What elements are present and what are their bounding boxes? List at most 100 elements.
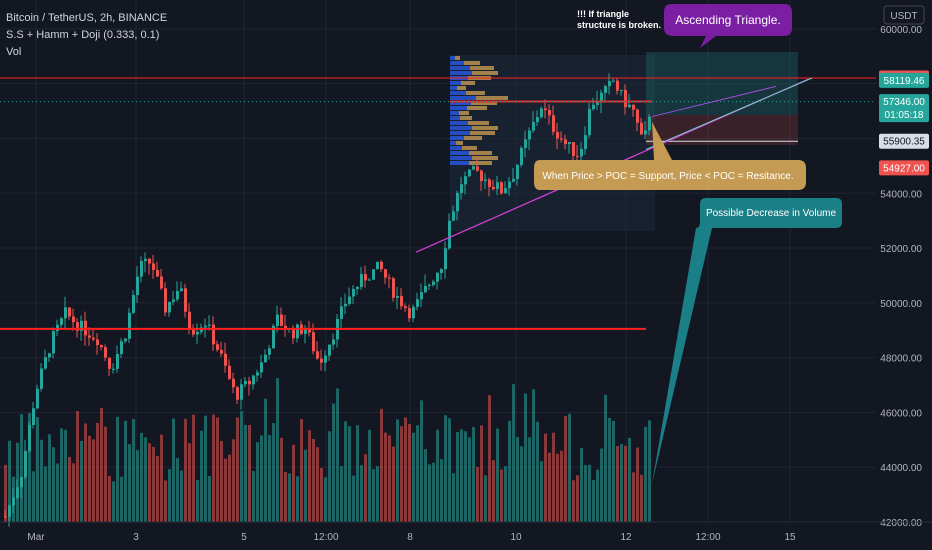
volume-bar: [384, 432, 387, 522]
volume-profile-bar-buy: [450, 101, 471, 105]
volume-callout[interactable]: Possible Decrease in Volume: [652, 198, 842, 484]
volume-bar: [60, 428, 63, 522]
candle-body: [112, 368, 115, 370]
candle-body: [4, 516, 7, 518]
volume-bar: [244, 424, 247, 522]
candle-body: [496, 182, 499, 190]
time-tick-label: 3: [133, 532, 139, 543]
volume-callout-text: Possible Decrease in Volume: [706, 208, 837, 219]
volume-profile-bar-sell: [470, 131, 495, 135]
candle-body: [224, 353, 227, 366]
volume-bar: [472, 426, 475, 522]
candle-body: [580, 149, 583, 157]
volume-bar: [552, 432, 555, 522]
candle-body: [572, 142, 575, 156]
candle-body: [156, 269, 159, 277]
candle-body: [524, 139, 527, 148]
candle-body: [204, 325, 207, 328]
volume-bar: [92, 439, 95, 522]
volume-bar: [96, 422, 99, 522]
volume-bar: [252, 471, 255, 522]
candle-body: [608, 81, 611, 87]
volume-bar: [388, 435, 391, 522]
volume-bar: [136, 449, 139, 522]
volume-profile-bar-sell: [467, 106, 487, 110]
candle-body: [80, 320, 83, 331]
candle-body: [148, 258, 151, 264]
volume-bar: [276, 378, 279, 522]
volume-profile-bar-buy: [450, 136, 464, 140]
poc-callout[interactable]: When Price > POC = Support, Price < POC …: [534, 122, 806, 190]
volume-profile-bar-sell: [460, 116, 472, 120]
volume-bar: [432, 462, 435, 522]
candle-body: [568, 142, 571, 145]
volume-bar: [288, 473, 291, 522]
candle-body: [136, 276, 139, 296]
candle-body: [392, 278, 395, 298]
volume-profile-bar-buy: [450, 156, 472, 160]
candle-body: [120, 341, 123, 355]
time-tick-label: 15: [784, 532, 796, 543]
volume-bar: [232, 439, 235, 522]
volume-bar: [412, 432, 415, 522]
volume-bar: [488, 395, 491, 522]
candle-body: [240, 384, 243, 400]
candle-body: [464, 176, 467, 185]
candle-body: [636, 109, 639, 123]
volume-bar: [364, 454, 367, 522]
volume-bar: [648, 420, 651, 522]
volume-profile-bar-sell: [462, 146, 477, 150]
candle-body: [544, 108, 547, 111]
volume-bar: [480, 425, 483, 522]
candle-body: [436, 272, 439, 282]
volume-profile-bar-sell: [469, 161, 492, 165]
candle-body: [432, 281, 435, 285]
candle-body: [196, 331, 199, 335]
volume-bar: [380, 408, 383, 522]
candle-body: [24, 450, 27, 478]
volume-bar: [128, 444, 131, 522]
price-tag-label: 58119.46: [884, 76, 925, 87]
candle-body: [632, 104, 635, 110]
triangle-projection-line[interactable]: [645, 77, 813, 150]
volume-profile-bar-sell: [472, 126, 498, 130]
volume-label: Vol: [6, 46, 21, 58]
candle-body: [468, 169, 471, 177]
volume-bar: [52, 447, 55, 522]
currency-badge[interactable]: USDT: [883, 5, 925, 25]
candle-body: [48, 353, 51, 358]
candle-body: [412, 306, 415, 319]
candle-body: [440, 269, 443, 273]
candle-body: [452, 211, 455, 221]
triangle-callout-text: Ascending Triangle.: [675, 13, 780, 27]
volume-bar: [400, 426, 403, 522]
volume-bar: [156, 456, 159, 522]
volume-bar: [608, 417, 611, 522]
volume-bar: [320, 467, 323, 522]
volume-bar: [436, 429, 439, 522]
volume-bar: [368, 429, 371, 522]
volume-bar: [312, 438, 315, 522]
candle-body: [32, 408, 35, 425]
triangle-callout[interactable]: Ascending Triangle.: [664, 4, 792, 48]
candle-body: [560, 138, 563, 140]
candle-body: [60, 318, 63, 325]
volume-bar: [576, 475, 579, 522]
volume-bar: [176, 457, 179, 522]
time-tick-label: 12:00: [313, 532, 338, 543]
candle-body: [100, 345, 103, 348]
volume-bar: [28, 413, 31, 522]
volume-profile-bar-sell: [464, 136, 482, 140]
volume-profile-bar-buy: [450, 116, 460, 120]
volume-profile-bar-buy: [450, 81, 461, 85]
volume-bar: [116, 416, 119, 522]
volume-bar: [164, 480, 167, 522]
candle-body: [260, 362, 263, 373]
volume-profile-bar-sell: [471, 101, 497, 105]
volume-bar: [340, 465, 343, 522]
volume-bar: [632, 472, 635, 522]
candle-body: [244, 380, 247, 385]
time-axis[interactable]: Mar 3 5 12:00 8 10 12 12:00 15: [0, 521, 932, 543]
price-tick-label: 52000.00: [880, 244, 922, 255]
